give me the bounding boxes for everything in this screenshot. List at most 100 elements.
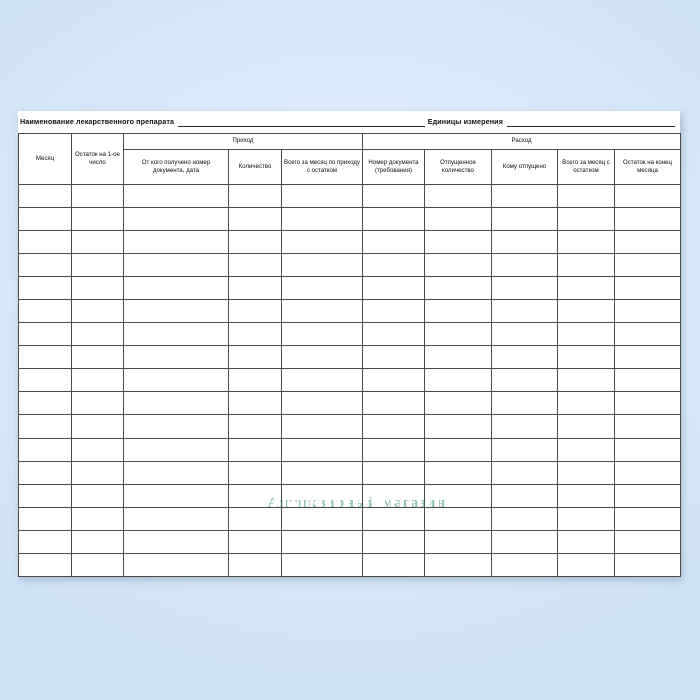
table-cell[interactable]	[557, 322, 615, 347]
table-cell[interactable]	[613, 391, 682, 416]
table-cell[interactable]	[557, 414, 615, 439]
table-cell[interactable]	[557, 460, 615, 485]
table-cell[interactable]	[123, 345, 229, 370]
table-cell[interactable]	[557, 230, 615, 255]
table-cell[interactable]	[18, 529, 72, 554]
table-cell[interactable]	[123, 437, 229, 462]
table-cell[interactable]	[18, 552, 72, 577]
table-cell[interactable]	[123, 552, 229, 577]
table-cell[interactable]	[71, 345, 124, 370]
table-cell[interactable]	[362, 230, 425, 255]
table-cell[interactable]	[281, 230, 363, 255]
table-cell[interactable]	[424, 414, 492, 439]
table-cell[interactable]	[362, 506, 425, 531]
table-cell[interactable]	[491, 322, 558, 347]
table-row[interactable]	[18, 529, 682, 554]
table-cell[interactable]	[228, 529, 282, 554]
table-cell[interactable]	[557, 552, 615, 577]
table-cell[interactable]	[557, 391, 615, 416]
table-cell[interactable]	[18, 230, 72, 255]
table-cell[interactable]	[71, 529, 124, 554]
table-cell[interactable]	[491, 230, 558, 255]
table-row[interactable]	[18, 437, 682, 462]
table-row[interactable]	[18, 322, 682, 347]
table-cell[interactable]	[228, 552, 282, 577]
table-cell[interactable]	[557, 506, 615, 531]
table-cell[interactable]	[613, 322, 682, 347]
table-cell[interactable]	[18, 299, 72, 324]
table-cell[interactable]	[362, 299, 425, 324]
table-cell[interactable]	[228, 183, 282, 209]
table-cell[interactable]	[123, 207, 229, 232]
table-cell[interactable]	[424, 552, 492, 577]
table-cell[interactable]	[557, 183, 615, 209]
table-cell[interactable]	[228, 253, 282, 278]
table-cell[interactable]	[424, 437, 492, 462]
table-cell[interactable]	[613, 345, 682, 370]
table-cell[interactable]	[491, 460, 558, 485]
table-row[interactable]	[18, 552, 682, 577]
table-cell[interactable]	[123, 368, 229, 393]
table-cell[interactable]	[362, 414, 425, 439]
table-cell[interactable]	[228, 299, 282, 324]
table-cell[interactable]	[18, 183, 72, 209]
table-cell[interactable]	[491, 183, 558, 209]
table-cell[interactable]	[123, 299, 229, 324]
table-cell[interactable]	[18, 322, 72, 347]
table-cell[interactable]	[424, 230, 492, 255]
table-cell[interactable]	[613, 552, 682, 577]
table-cell[interactable]	[362, 183, 425, 209]
table-cell[interactable]	[557, 207, 615, 232]
table-cell[interactable]	[18, 460, 72, 485]
table-cell[interactable]	[613, 506, 682, 531]
table-cell[interactable]	[281, 299, 363, 324]
table-cell[interactable]	[123, 322, 229, 347]
table-cell[interactable]	[424, 483, 492, 508]
table-cell[interactable]	[362, 552, 425, 577]
table-cell[interactable]	[228, 437, 282, 462]
table-row[interactable]	[18, 483, 682, 508]
table-cell[interactable]	[613, 207, 682, 232]
table-cell[interactable]	[362, 529, 425, 554]
table-cell[interactable]	[281, 391, 363, 416]
table-cell[interactable]	[491, 207, 558, 232]
table-cell[interactable]	[491, 506, 558, 531]
table-cell[interactable]	[71, 368, 124, 393]
table-cell[interactable]	[491, 414, 558, 439]
table-cell[interactable]	[557, 299, 615, 324]
table-cell[interactable]	[123, 483, 229, 508]
table-cell[interactable]	[491, 345, 558, 370]
table-row[interactable]	[18, 414, 682, 439]
table-cell[interactable]	[613, 483, 682, 508]
table-cell[interactable]	[491, 299, 558, 324]
table-cell[interactable]	[71, 552, 124, 577]
table-cell[interactable]	[228, 230, 282, 255]
table-cell[interactable]	[362, 437, 425, 462]
table-cell[interactable]	[557, 529, 615, 554]
table-cell[interactable]	[281, 207, 363, 232]
table-cell[interactable]	[424, 183, 492, 209]
table-cell[interactable]	[491, 437, 558, 462]
table-cell[interactable]	[557, 253, 615, 278]
table-cell[interactable]	[123, 253, 229, 278]
table-cell[interactable]	[613, 460, 682, 485]
table-cell[interactable]	[557, 345, 615, 370]
table-cell[interactable]	[613, 183, 682, 209]
table-row[interactable]	[18, 207, 682, 232]
table-cell[interactable]	[362, 460, 425, 485]
table-cell[interactable]	[71, 322, 124, 347]
table-cell[interactable]	[557, 437, 615, 462]
table-cell[interactable]	[362, 276, 425, 301]
table-cell[interactable]	[228, 414, 282, 439]
table-row[interactable]	[18, 368, 682, 393]
table-row[interactable]	[18, 183, 682, 209]
table-cell[interactable]	[71, 483, 124, 508]
table-cell[interactable]	[281, 506, 363, 531]
table-cell[interactable]	[71, 506, 124, 531]
table-cell[interactable]	[281, 529, 363, 554]
table-cell[interactable]	[18, 414, 72, 439]
table-cell[interactable]	[18, 207, 72, 232]
table-cell[interactable]	[71, 253, 124, 278]
table-cell[interactable]	[281, 437, 363, 462]
table-cell[interactable]	[228, 322, 282, 347]
